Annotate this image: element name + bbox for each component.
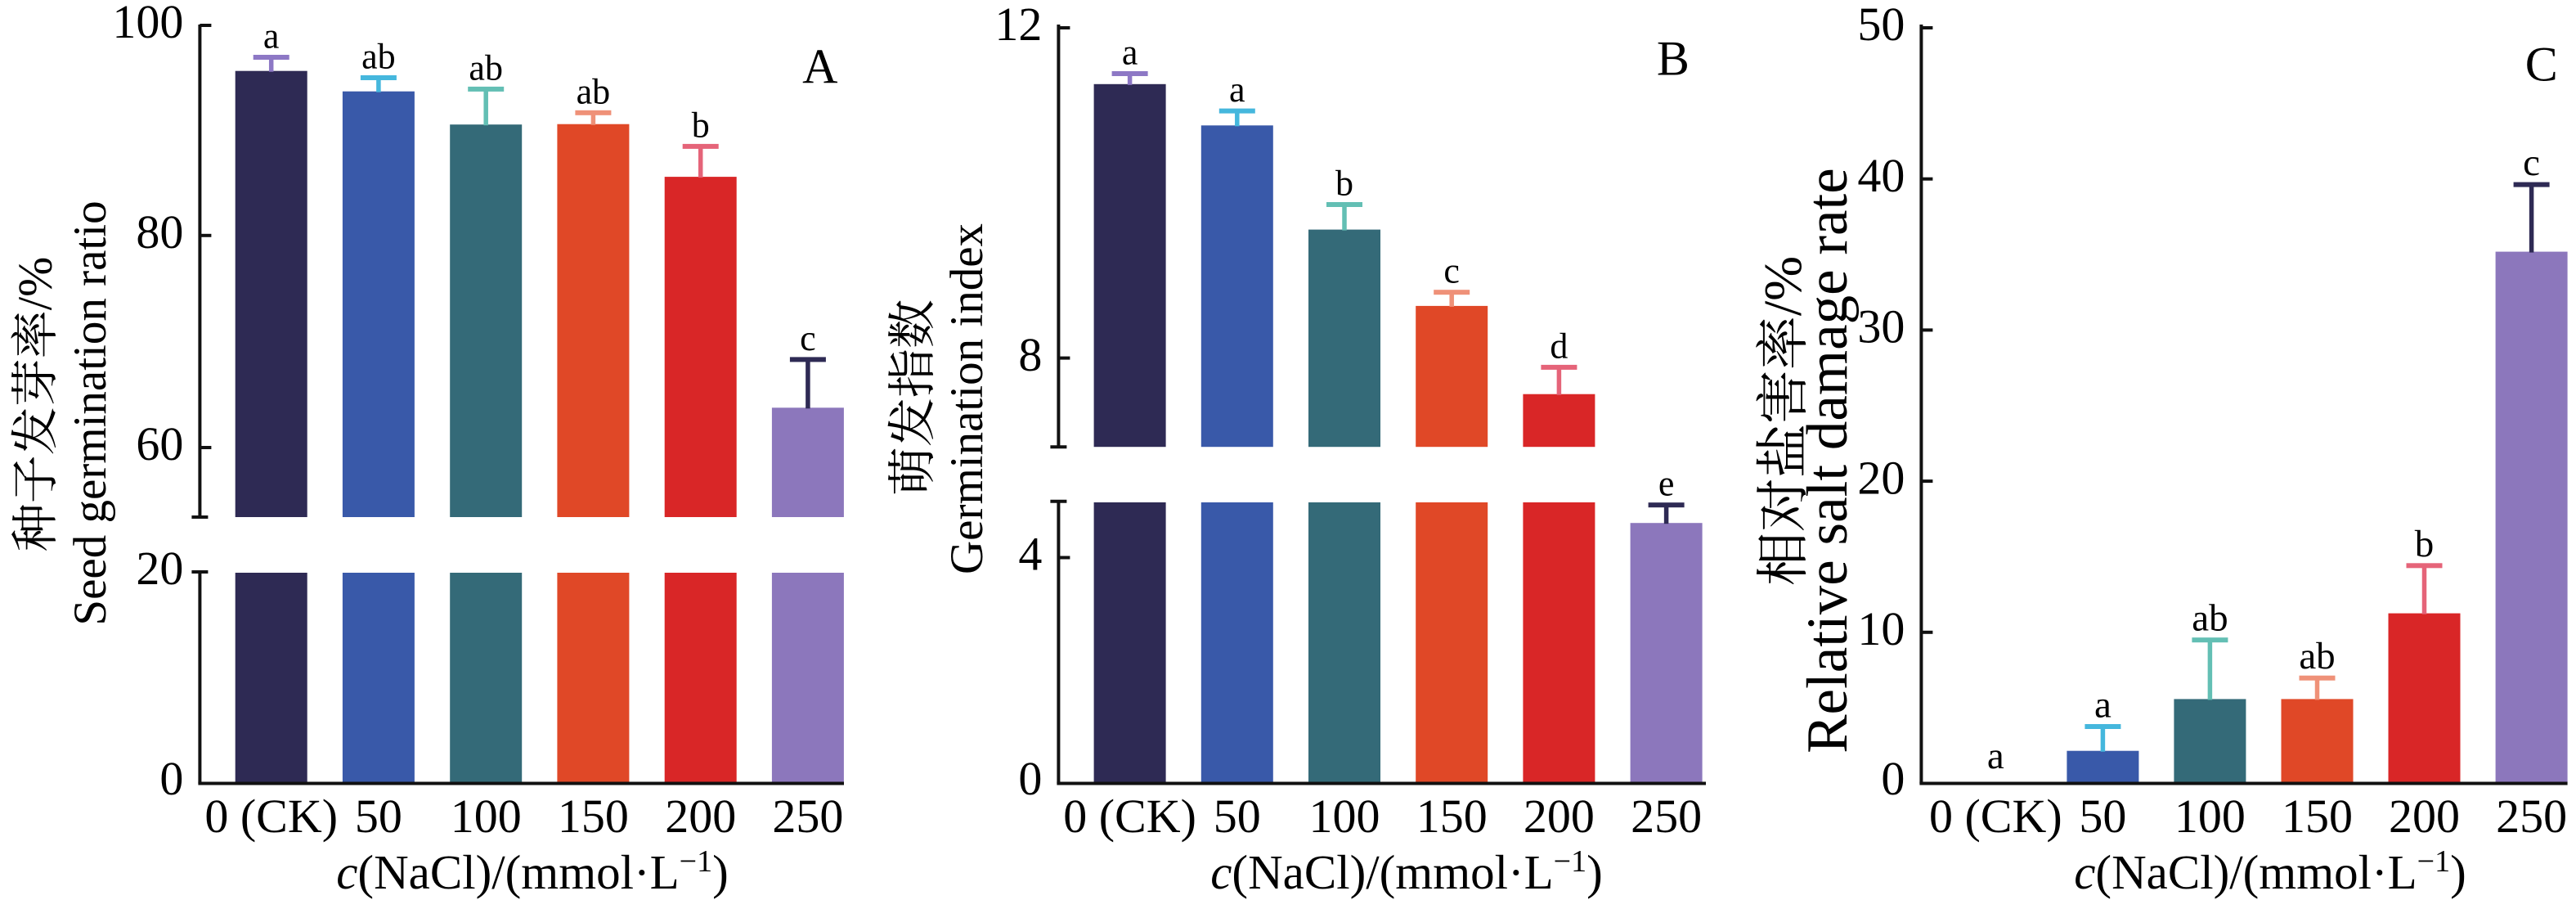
svg-text:20: 20 bbox=[1857, 451, 1905, 504]
svg-text:ab: ab bbox=[361, 37, 396, 77]
svg-text:0: 0 bbox=[159, 752, 183, 805]
svg-text:200: 200 bbox=[2389, 790, 2460, 843]
svg-text:ab: ab bbox=[2299, 635, 2335, 677]
svg-text:Relative salt damage rate: Relative salt damage rate bbox=[1796, 168, 1860, 754]
svg-text:200: 200 bbox=[1524, 790, 1595, 843]
svg-text:c: c bbox=[2523, 142, 2540, 184]
svg-text:100: 100 bbox=[451, 790, 522, 843]
svg-text:250: 250 bbox=[772, 790, 843, 843]
svg-text:d: d bbox=[1550, 326, 1568, 366]
svg-text:/%: /% bbox=[1753, 256, 1813, 316]
svg-text:100: 100 bbox=[112, 0, 183, 48]
svg-text:c(NaCl)/(mmol·L−1): c(NaCl)/(mmol·L−1) bbox=[1210, 844, 1603, 899]
svg-text:10: 10 bbox=[1857, 602, 1905, 655]
svg-text:ab: ab bbox=[577, 71, 611, 111]
svg-text:50: 50 bbox=[355, 790, 402, 843]
svg-text:50: 50 bbox=[1857, 0, 1905, 51]
svg-text:60: 60 bbox=[136, 417, 183, 470]
svg-text:50: 50 bbox=[1214, 790, 1261, 843]
svg-text:a: a bbox=[1987, 735, 2004, 777]
svg-text:100: 100 bbox=[1309, 790, 1380, 843]
svg-text:150: 150 bbox=[558, 790, 629, 843]
svg-text:b: b bbox=[1335, 164, 1353, 204]
svg-text:0: 0 bbox=[1881, 752, 1905, 805]
svg-text:4: 4 bbox=[1018, 528, 1042, 581]
svg-text:c: c bbox=[800, 318, 816, 358]
svg-text:80: 80 bbox=[136, 205, 183, 259]
svg-text:Germination index: Germination index bbox=[941, 223, 993, 574]
svg-text:0: 0 bbox=[1018, 752, 1042, 805]
svg-text:a: a bbox=[1122, 33, 1138, 73]
svg-text:40: 40 bbox=[1857, 149, 1905, 202]
svg-text:8: 8 bbox=[1018, 328, 1042, 381]
svg-text:b: b bbox=[692, 105, 710, 145]
svg-text:Seed germination ratio: Seed germination ratio bbox=[65, 200, 116, 625]
svg-text:0 (CK): 0 (CK) bbox=[1929, 790, 2062, 843]
svg-text:ab: ab bbox=[2192, 597, 2228, 640]
svg-text:a: a bbox=[1229, 70, 1245, 110]
svg-text:150: 150 bbox=[1416, 790, 1488, 843]
svg-text:c(NaCl)/(mmol·L−1): c(NaCl)/(mmol·L−1) bbox=[336, 844, 729, 899]
svg-text:0 (CK): 0 (CK) bbox=[204, 790, 338, 843]
svg-text:c(NaCl)/(mmol·L−1): c(NaCl)/(mmol·L−1) bbox=[2074, 844, 2466, 899]
svg-text:A: A bbox=[802, 40, 837, 94]
svg-text:/%: /% bbox=[7, 257, 61, 311]
svg-text:0 (CK): 0 (CK) bbox=[1063, 790, 1196, 843]
svg-text:150: 150 bbox=[2282, 790, 2353, 843]
svg-text:30: 30 bbox=[1857, 300, 1905, 353]
svg-text:ab: ab bbox=[469, 47, 503, 88]
svg-text:C: C bbox=[2525, 37, 2558, 91]
svg-text:12: 12 bbox=[994, 0, 1042, 51]
svg-text:b: b bbox=[2415, 523, 2435, 565]
svg-text:200: 200 bbox=[665, 790, 736, 843]
svg-text:a: a bbox=[2094, 684, 2112, 727]
svg-text:e: e bbox=[1658, 464, 1675, 504]
svg-text:50: 50 bbox=[2079, 790, 2126, 843]
svg-text:a: a bbox=[263, 16, 280, 56]
svg-text:20: 20 bbox=[136, 542, 183, 595]
svg-text:100: 100 bbox=[2174, 790, 2246, 843]
svg-text:250: 250 bbox=[2496, 790, 2567, 843]
svg-text:250: 250 bbox=[1631, 790, 1702, 843]
svg-text:B: B bbox=[1657, 32, 1690, 86]
svg-text:c: c bbox=[1443, 251, 1460, 291]
